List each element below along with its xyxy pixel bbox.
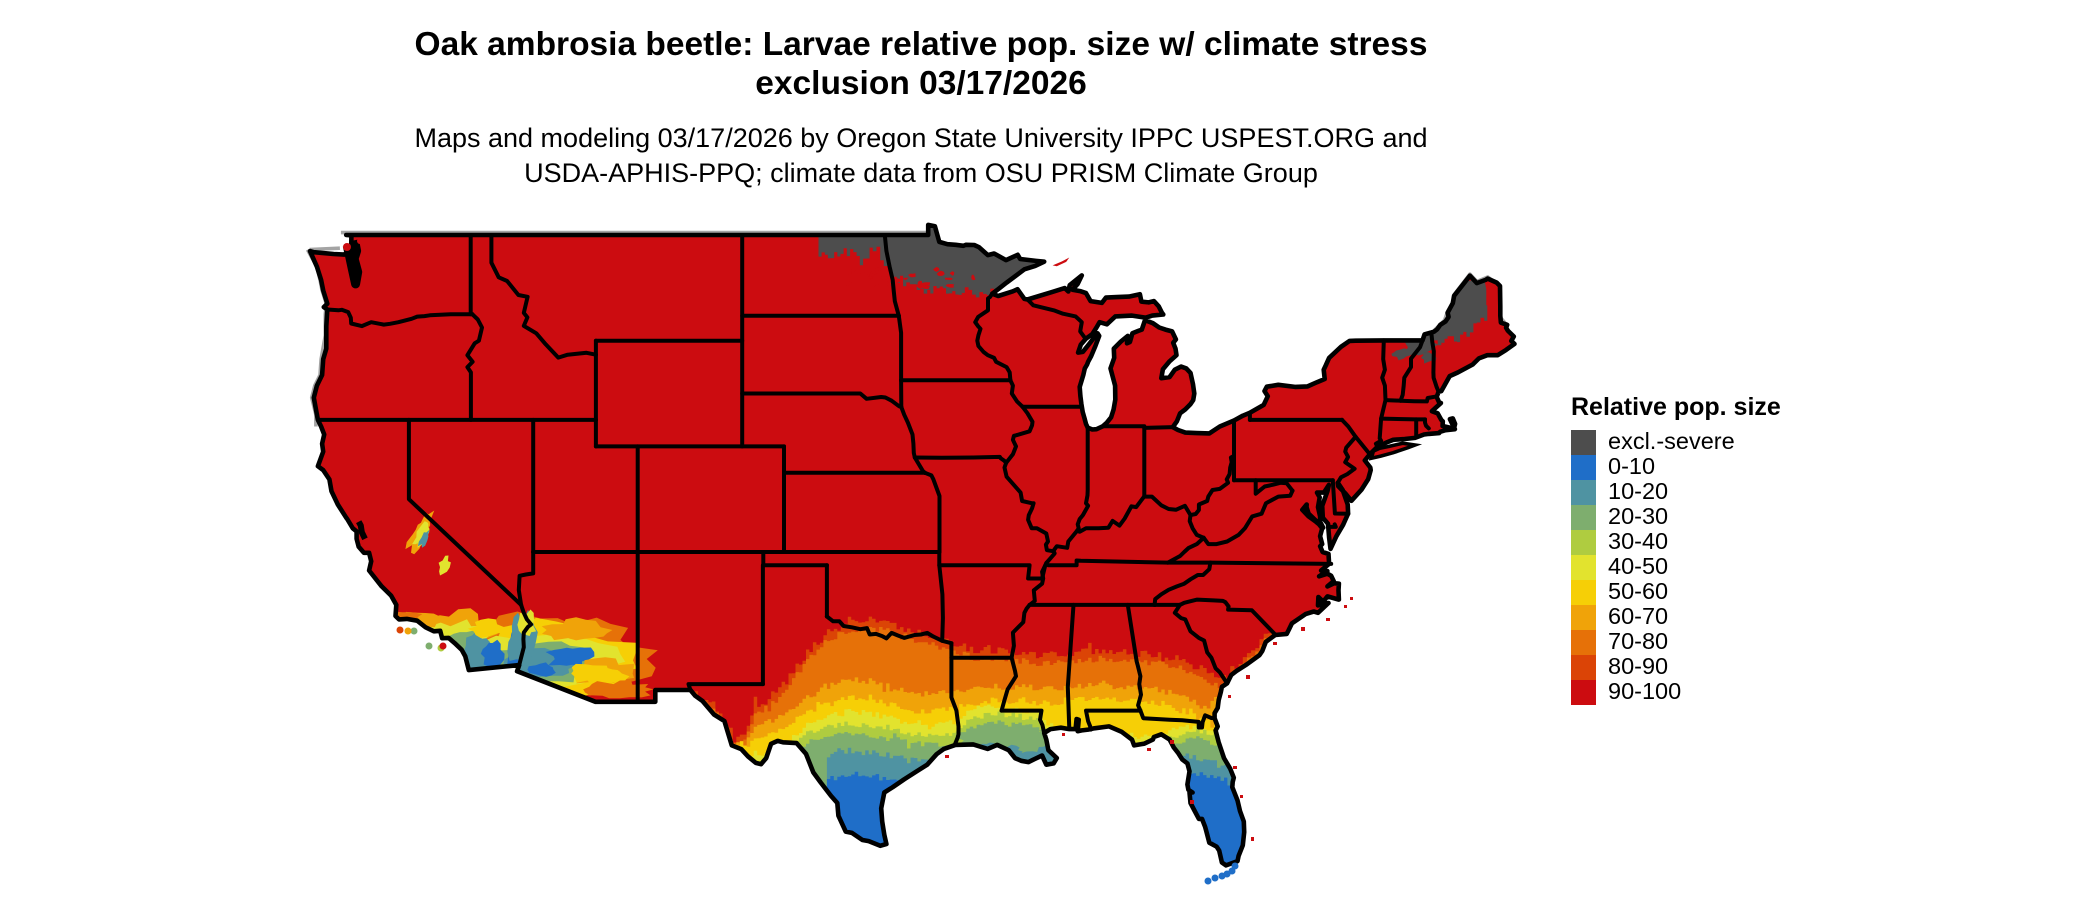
svg-text:90-100: 90-100 <box>1608 678 1681 704</box>
svg-text:30-40: 30-40 <box>1608 528 1668 554</box>
svg-text:40-50: 40-50 <box>1608 553 1668 579</box>
svg-text:70-80: 70-80 <box>1608 628 1668 654</box>
svg-text:80-90: 80-90 <box>1608 653 1668 679</box>
svg-text:10-20: 10-20 <box>1608 478 1668 504</box>
svg-text:excl.-severe: excl.-severe <box>1608 428 1735 454</box>
svg-text:USDA-APHIS-PPQ; climate data f: USDA-APHIS-PPQ; climate data from OSU PR… <box>524 158 1318 188</box>
svg-text:20-30: 20-30 <box>1608 503 1668 529</box>
svg-text:Maps and modeling 03/17/2026 b: Maps and modeling 03/17/2026 by Oregon S… <box>414 123 1427 153</box>
svg-text:Oak ambrosia beetle: Larvae re: Oak ambrosia beetle: Larvae relative pop… <box>415 26 1428 63</box>
svg-text:60-70: 60-70 <box>1608 603 1668 629</box>
svg-text:Relative pop. size: Relative pop. size <box>1571 393 1781 421</box>
svg-text:exclusion 03/17/2026: exclusion 03/17/2026 <box>755 65 1087 102</box>
svg-text:50-60: 50-60 <box>1608 578 1668 604</box>
svg-text:0-10: 0-10 <box>1608 453 1655 479</box>
